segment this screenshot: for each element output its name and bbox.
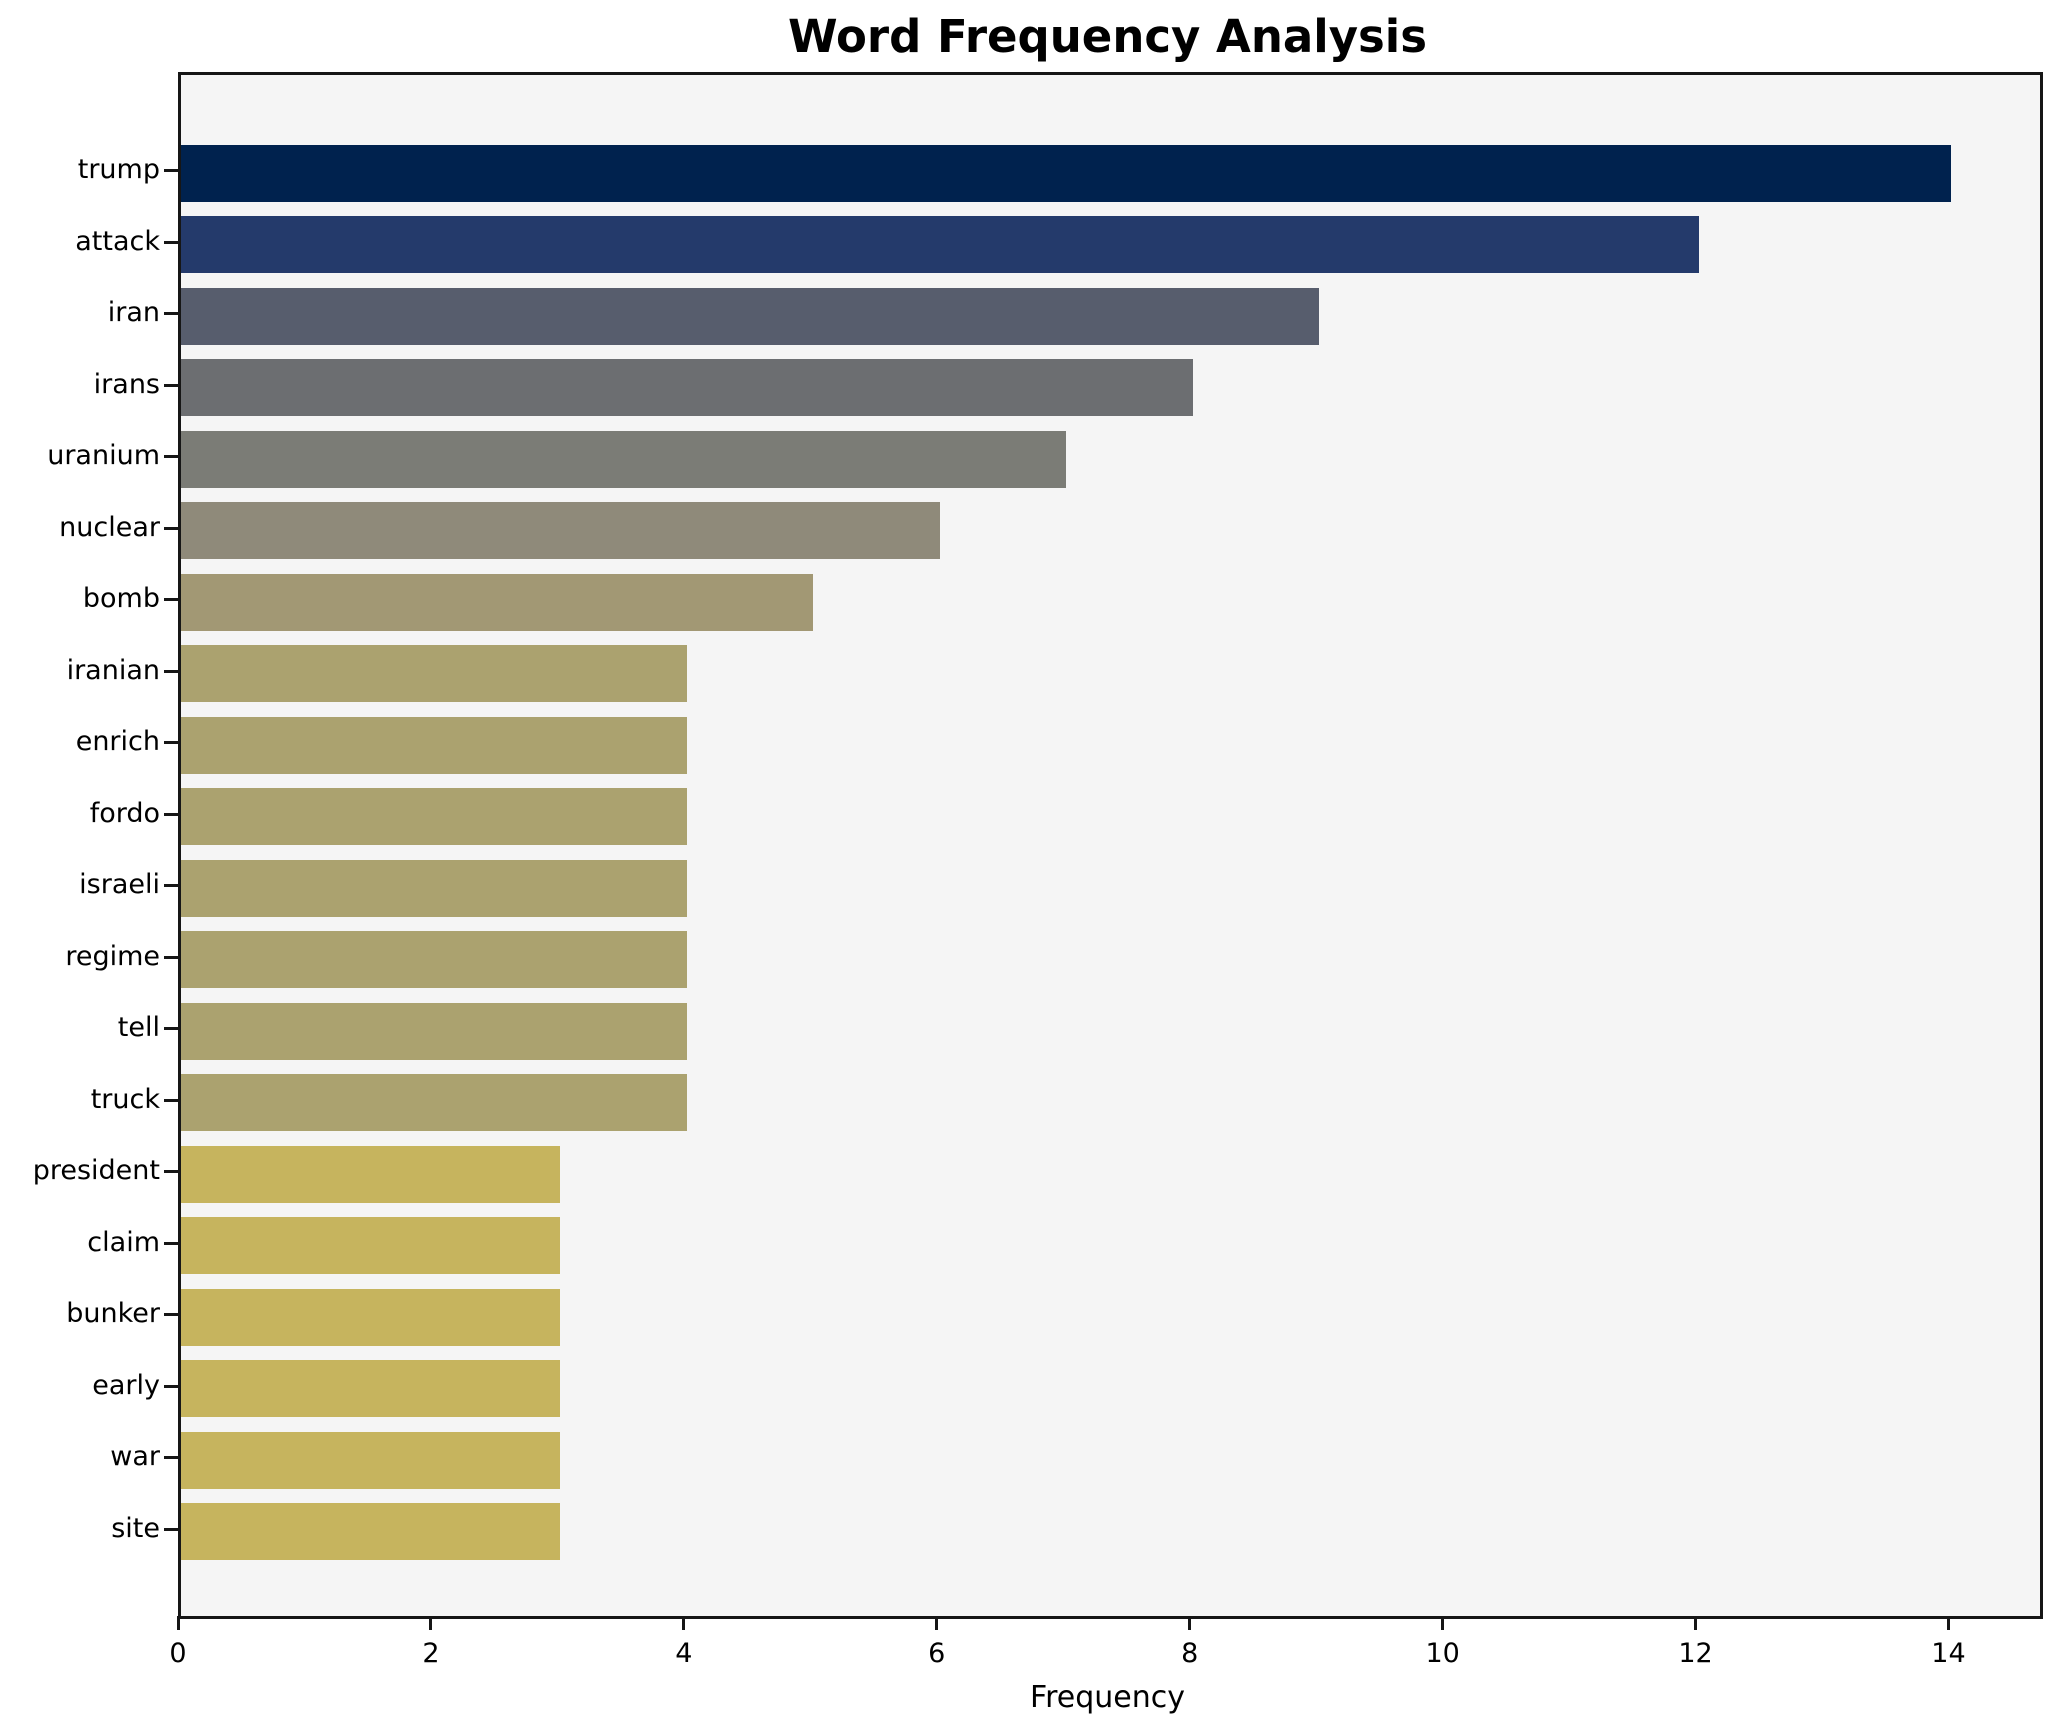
y-tick-mark-nuclear (164, 526, 178, 530)
bar-enrich (181, 716, 687, 774)
y-tick-label-regime: regime (65, 940, 160, 972)
y-tick-mark-president (164, 1170, 178, 1173)
bar-site (181, 1503, 561, 1560)
x-tick-mark-0 (176, 1616, 180, 1630)
y-tick-label-tell: tell (117, 1012, 160, 1043)
bar-iran (181, 287, 1320, 345)
y-tick-mark-iranian (164, 669, 178, 673)
y-tick-label-attack: attack (75, 225, 160, 257)
y-tick-mark-bunker (164, 1313, 178, 1316)
chart-title: Word Frequency Analysis (787, 10, 1428, 63)
y-tick-label-claim: claim (87, 1226, 160, 1258)
x-tick-mark-2 (429, 1616, 433, 1630)
y-tick-label-war: war (110, 1441, 160, 1472)
y-tick-mark-uranium (164, 455, 178, 458)
y-tick-label-irans: irans (93, 368, 160, 400)
x-tick-label-0: 0 (169, 1638, 187, 1669)
bar-israeli (181, 859, 687, 917)
x-tick-mark-8 (1188, 1616, 1192, 1630)
y-tick-mark-tell (164, 1027, 178, 1030)
bar-bunker (181, 1288, 561, 1346)
bar-war (181, 1431, 561, 1489)
y-tick-mark-regime (164, 955, 178, 959)
y-tick-mark-enrich (164, 741, 178, 744)
x-tick-mark-6 (935, 1616, 939, 1630)
bar-attack (181, 216, 1699, 273)
x-tick-label-12: 12 (1678, 1638, 1713, 1669)
y-tick-mark-early (164, 1384, 178, 1388)
x-tick-label-6: 6 (928, 1638, 946, 1669)
bar-tell (181, 1002, 687, 1060)
x-tick-label-2: 2 (422, 1638, 440, 1669)
y-tick-mark-iran (164, 312, 178, 315)
bar-bomb (181, 573, 814, 631)
y-tick-label-fordo: fordo (89, 797, 160, 829)
bar-regime (181, 931, 687, 988)
bar-early (181, 1360, 561, 1417)
y-tick-label-israeli: israeli (79, 869, 160, 900)
y-tick-label-iranian: iranian (66, 654, 160, 686)
y-tick-mark-bomb (164, 598, 178, 601)
x-tick-label-14: 14 (1931, 1638, 1966, 1669)
y-tick-mark-war (164, 1456, 178, 1459)
y-tick-label-bunker: bunker (66, 1298, 160, 1329)
y-tick-mark-claim (164, 1241, 178, 1245)
y-tick-mark-site (164, 1527, 178, 1531)
y-tick-mark-israeli (164, 884, 178, 887)
y-tick-label-uranium: uranium (47, 440, 160, 471)
y-tick-label-site: site (111, 1512, 160, 1544)
x-tick-label-4: 4 (675, 1638, 693, 1669)
x-tick-mark-4 (682, 1616, 686, 1630)
y-tick-label-president: president (32, 1155, 160, 1186)
x-tick-mark-12 (1694, 1616, 1698, 1630)
y-tick-label-enrich: enrich (75, 726, 160, 757)
y-tick-label-truck: truck (90, 1083, 160, 1115)
bar-president (181, 1145, 561, 1203)
bar-claim (181, 1217, 561, 1274)
bar-nuclear (181, 502, 940, 559)
y-tick-label-early: early (92, 1369, 160, 1401)
y-tick-mark-trump (164, 169, 178, 172)
x-tick-mark-10 (1441, 1616, 1445, 1630)
y-tick-mark-attack (164, 240, 178, 244)
bar-irans (181, 359, 1193, 416)
x-tick-label-10: 10 (1425, 1638, 1460, 1669)
y-tick-label-iran: iran (107, 297, 160, 328)
y-tick-mark-irans (164, 383, 178, 387)
x-tick-mark-14 (1946, 1616, 1950, 1630)
bar-truck (181, 1074, 687, 1131)
y-tick-mark-fordo (164, 812, 178, 816)
plot-area (178, 72, 2043, 1619)
bar-uranium (181, 430, 1067, 488)
x-axis-label: Frequency (1030, 1680, 1185, 1715)
bar-fordo (181, 788, 687, 845)
y-tick-label-nuclear: nuclear (59, 511, 160, 543)
x-tick-label-8: 8 (1181, 1638, 1199, 1669)
y-tick-label-bomb: bomb (82, 583, 160, 614)
y-tick-mark-truck (164, 1098, 178, 1102)
y-tick-label-trump: trump (77, 154, 160, 185)
bar-iranian (181, 645, 687, 702)
bar-trump (181, 144, 1952, 202)
